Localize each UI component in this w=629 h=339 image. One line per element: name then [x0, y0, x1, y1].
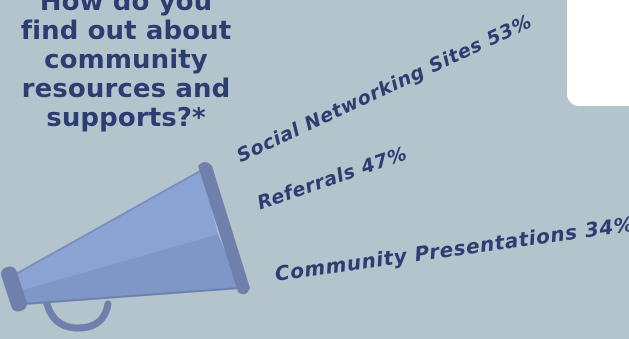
title-line-3: community [44, 45, 208, 75]
title-line-1: How do you [39, 0, 213, 17]
stat-social-networking-sites: Social Networking Sites 53% [233, 10, 536, 167]
stat-referrals: Referrals 47% [254, 142, 411, 215]
stat-community-presentations: Community Presentations 34% [273, 211, 629, 286]
title-line-2: find out about [20, 16, 232, 46]
white-card [567, 0, 629, 106]
title-line-4: resources and [21, 74, 231, 104]
megaphone-icon [1, 162, 250, 332]
title-line-5: supports?* [46, 103, 206, 133]
page-title: How do you find out about community reso… [0, 0, 252, 133]
